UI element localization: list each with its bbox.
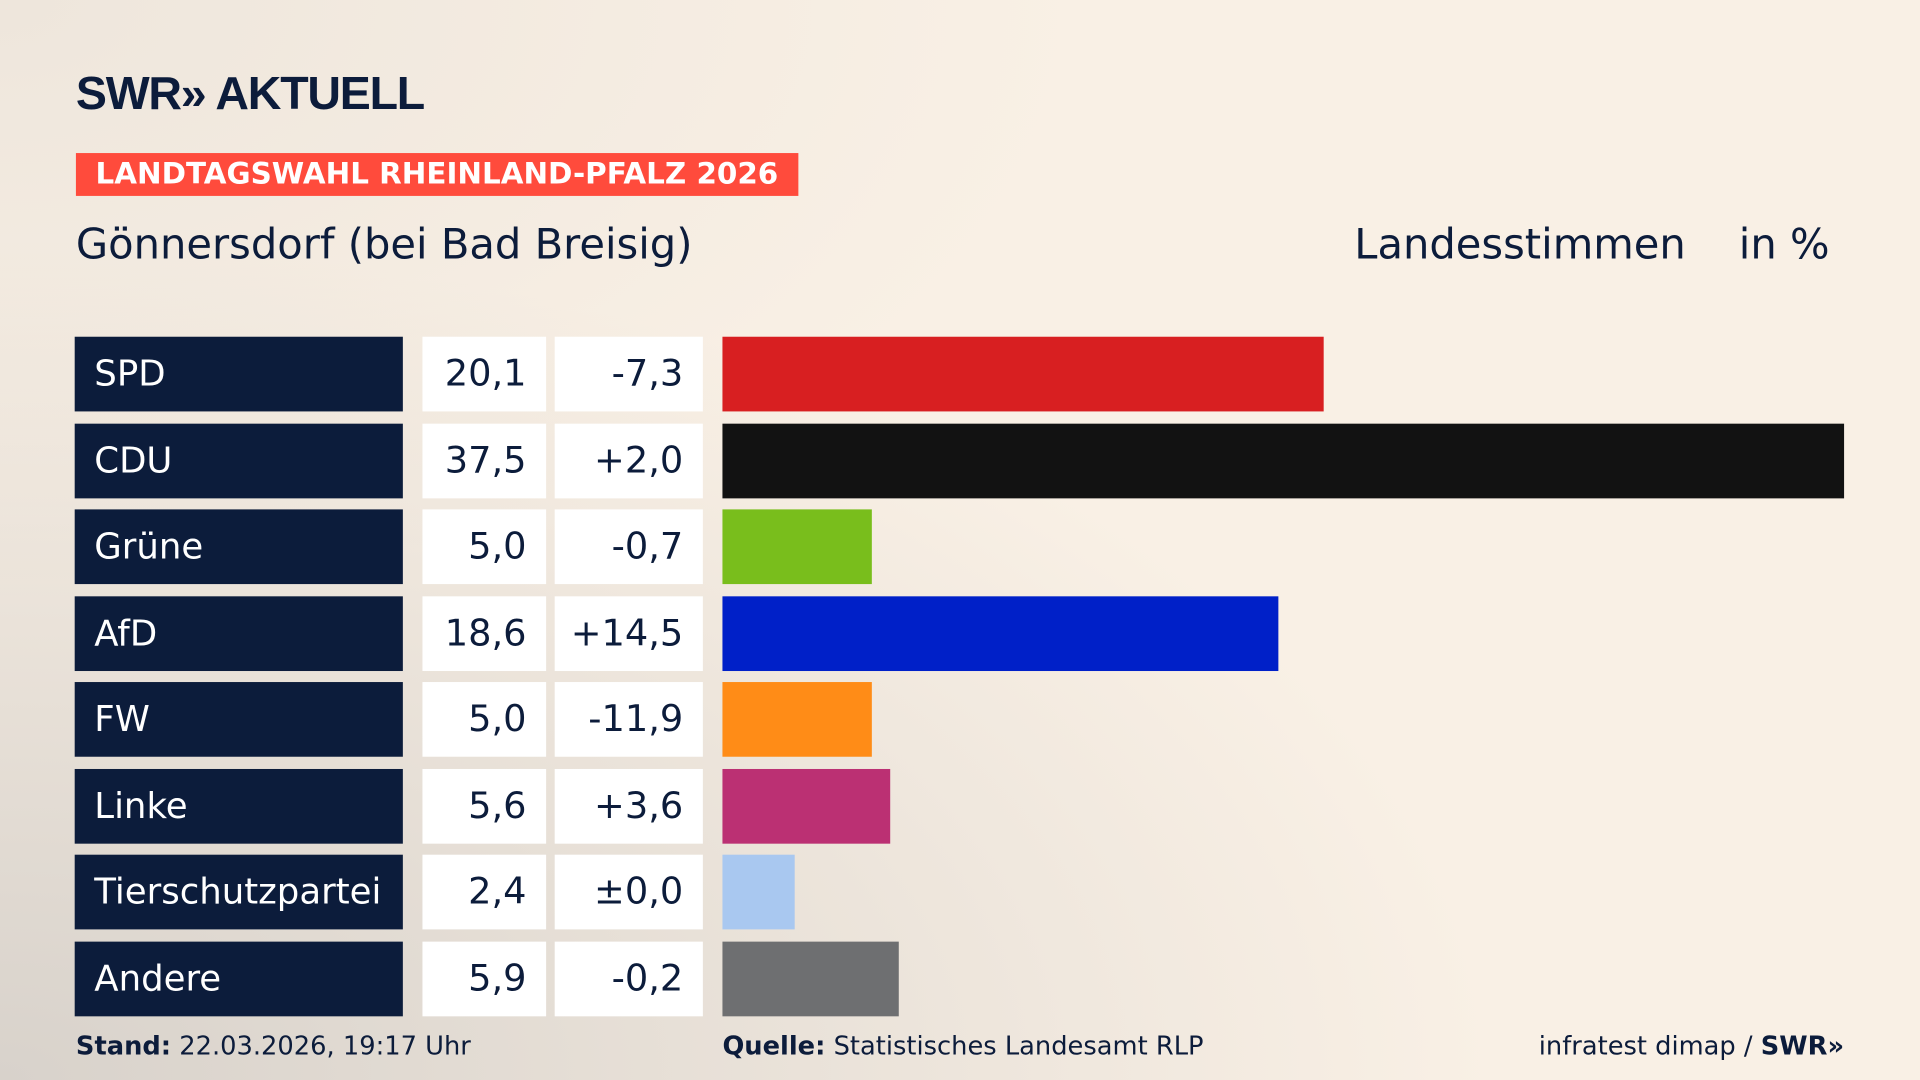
value-label: 2,4 <box>422 854 547 930</box>
bar <box>722 941 899 1016</box>
bar <box>722 768 890 844</box>
bar <box>722 854 795 930</box>
credit-text: infratest dimap / <box>1538 1031 1761 1061</box>
value-label: 18,6 <box>422 595 547 671</box>
party-label: AfD <box>74 595 403 671</box>
swr-logo: SWR» <box>1760 1031 1845 1061</box>
diff-label: -11,9 <box>554 682 703 757</box>
bar <box>722 682 872 757</box>
diff-label: ±0,0 <box>554 854 703 930</box>
source-value: Statistisches Landesamt RLP <box>833 1031 1204 1061</box>
value-label: 5,6 <box>422 768 547 844</box>
value-label: 5,0 <box>422 682 547 757</box>
party-label: CDU <box>74 423 403 498</box>
timestamp: Stand: 22.03.2026, 19:17 Uhr <box>76 1031 471 1060</box>
party-label: Linke <box>74 768 403 844</box>
unit-label: in % <box>1738 220 1830 270</box>
value-label: 20,1 <box>422 336 547 412</box>
party-label: SPD <box>74 336 403 412</box>
bar <box>722 595 1279 671</box>
source: Quelle: Statistisches Landesamt RLP <box>722 1031 1203 1060</box>
party-label: FW <box>74 682 403 757</box>
value-label: 5,9 <box>422 941 547 1016</box>
page-title: Gönnersdorf (bei Bad Breisig) <box>75 220 693 270</box>
swr-aktuell-logo: SWR» AKTUELL <box>75 68 425 121</box>
diff-label: -0,7 <box>554 509 703 585</box>
value-label: 5,0 <box>422 509 547 585</box>
bar <box>722 423 1845 498</box>
credit: infratest dimap / SWR» <box>1539 1031 1844 1060</box>
diff-label: +14,5 <box>554 595 703 671</box>
diff-label: -0,2 <box>554 941 703 1016</box>
column-label: Landesstimmen <box>1354 220 1686 270</box>
bar <box>722 336 1324 412</box>
stand-value: 22.03.2026, 19:17 Uhr <box>179 1031 471 1061</box>
diff-label: -7,3 <box>554 336 703 412</box>
party-label: Grüne <box>74 509 403 585</box>
value-label: 37,5 <box>422 423 547 498</box>
party-label: Tierschutzpartei <box>74 854 403 930</box>
party-label: Andere <box>74 941 403 1016</box>
stand-label: Stand: <box>75 1031 172 1061</box>
diff-label: +3,6 <box>554 768 703 844</box>
diff-label: +2,0 <box>554 423 703 498</box>
bar <box>722 509 872 585</box>
source-label: Quelle: <box>722 1031 826 1061</box>
election-banner: LANDTAGSWAHL RHEINLAND-PFALZ 2026 <box>75 153 798 196</box>
